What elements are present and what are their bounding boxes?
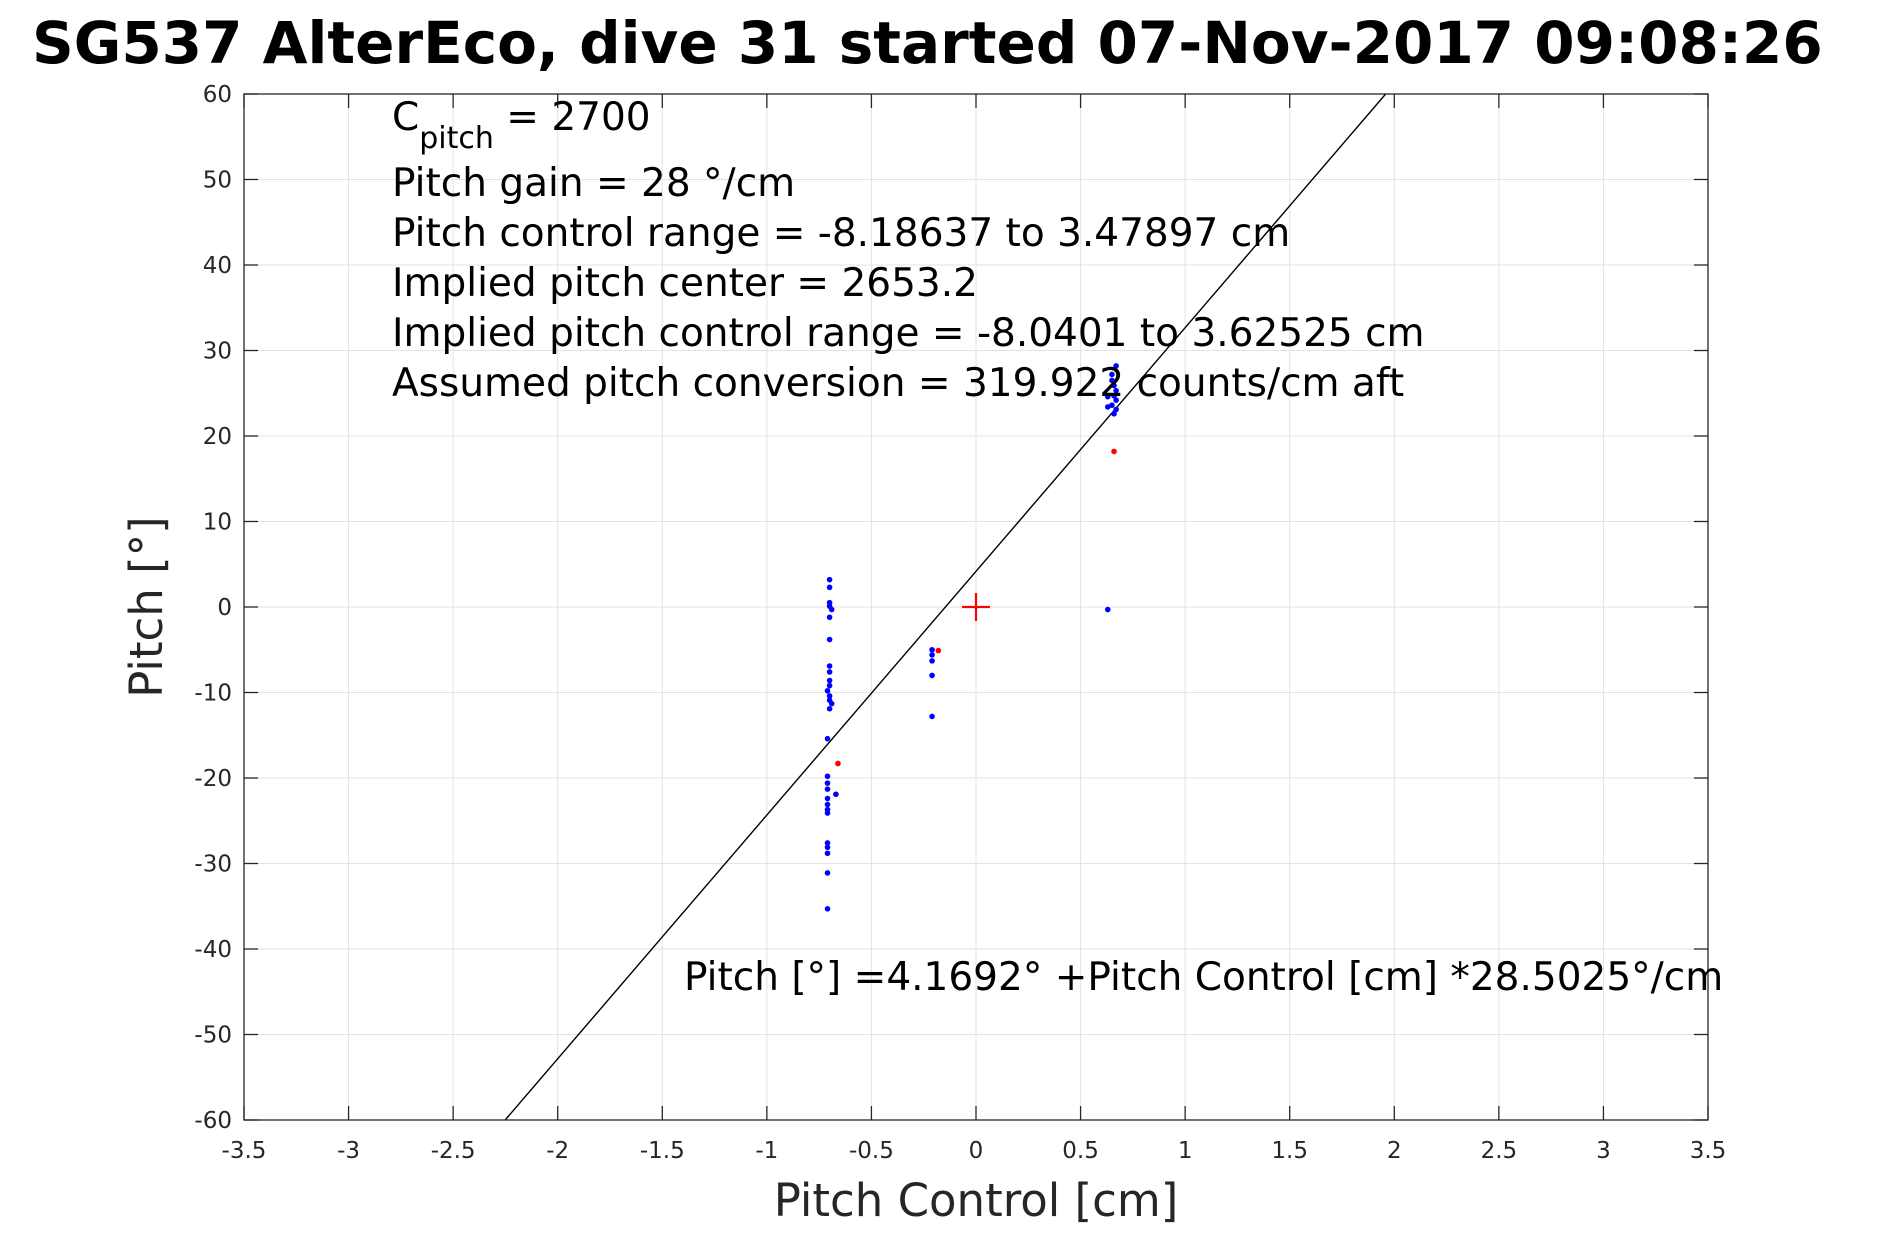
- data-point: [833, 791, 839, 798]
- data-point: [826, 705, 833, 712]
- fit-equation-label: Pitch [°] =4.1692° +Pitch Control [cm] *…: [684, 955, 1723, 1000]
- data-point: [824, 850, 831, 857]
- x-tick-label: 3.5: [1690, 1138, 1727, 1164]
- data-point: [826, 677, 833, 684]
- x-tick-label: 1: [1178, 1138, 1193, 1164]
- data-point: [1104, 393, 1111, 400]
- data-point: [826, 614, 833, 621]
- data-point: [824, 810, 831, 816]
- data-point: [1113, 387, 1119, 394]
- data-point: [929, 658, 935, 664]
- data-points-layer: [824, 363, 1119, 912]
- fit-line-layer: [504, 93, 1387, 1121]
- data-point: [824, 844, 831, 851]
- y-tick-labels: -60 -50 -40 -30 -20 -10 0 10 20 30 40 50 60: [194, 82, 232, 1134]
- data-point: [1109, 371, 1115, 378]
- annotation-assumed-pitch-conversion: Assumed pitch conversion = 319.922 count…: [392, 361, 1404, 406]
- data-point: [1109, 377, 1115, 384]
- x-tick-label: 0: [969, 1138, 984, 1164]
- data-point: [826, 584, 833, 591]
- data-point: [1111, 393, 1117, 399]
- y-tick-label: -50: [194, 1023, 232, 1049]
- data-point: [929, 652, 935, 658]
- y-tick-label: -10: [194, 681, 232, 707]
- c-pitch-subscript: pitch: [419, 121, 494, 156]
- data-point: [824, 786, 831, 792]
- data-point: [1111, 382, 1117, 389]
- data-point: [1111, 410, 1117, 417]
- data-point: [826, 693, 833, 699]
- y-axis-label: Pitch [°]: [120, 516, 173, 697]
- data-point: [824, 773, 831, 780]
- y-tick-label: 40: [203, 253, 232, 279]
- data-point: [824, 801, 831, 808]
- chart-title: SG537 AlterEco, dive 31 started 07-Nov-2…: [32, 9, 1823, 77]
- data-point: [835, 760, 841, 767]
- x-axis-label: Pitch Control [cm]: [774, 1174, 1179, 1227]
- x-tick-label: -1: [755, 1138, 778, 1164]
- x-tick-label: -0.5: [849, 1138, 894, 1164]
- data-point: [1104, 404, 1111, 410]
- y-tick-label: -60: [194, 1108, 232, 1134]
- data-point: [826, 682, 833, 689]
- data-point: [935, 647, 942, 654]
- data-point: [824, 687, 831, 694]
- data-point: [826, 576, 833, 583]
- data-point: [826, 669, 833, 675]
- y-tick-label: 60: [203, 82, 232, 108]
- annotation-pitch-gain: Pitch gain = 28 °/cm: [392, 161, 795, 206]
- tick-layer: [243, 93, 1709, 1121]
- data-point: [824, 795, 831, 802]
- annotation-block: Cpitch = 2700 Pitch gain = 28 °/cm Pitch…: [392, 95, 1425, 406]
- data-point: [1109, 402, 1115, 409]
- data-point: [1104, 606, 1111, 613]
- fit-line: [504, 93, 1387, 1121]
- y-tick-label: 10: [203, 510, 232, 536]
- data-point: [824, 780, 831, 786]
- y-tick-label: -30: [194, 852, 232, 878]
- data-point: [929, 672, 935, 679]
- x-tick-label: 2.5: [1481, 1138, 1518, 1164]
- y-tick-label: 50: [203, 168, 232, 194]
- data-point: [824, 870, 831, 876]
- x-tick-label: -2.5: [431, 1138, 476, 1164]
- center-marker-layer: [962, 593, 990, 621]
- data-point: [828, 606, 835, 613]
- y-tick-label: 20: [203, 424, 232, 450]
- annotation-implied-pitch-control-range: Implied pitch control range = -8.0401 to…: [392, 311, 1425, 356]
- x-tick-labels: -3.5 -3 -2.5 -2 -1.5 -1 -0.5 0 0.5 1 1.5 2 2.5 3 3.5: [222, 1138, 1727, 1164]
- x-tick-label: 0.5: [1062, 1138, 1099, 1164]
- data-point: [828, 700, 835, 707]
- annotation-c-pitch: Cpitch = 2700: [392, 95, 651, 156]
- y-tick-label: -20: [194, 766, 232, 792]
- x-tick-label: -3: [337, 1138, 360, 1164]
- data-point: [824, 840, 831, 846]
- x-tick-label: 2: [1387, 1138, 1402, 1164]
- annotation-implied-pitch-center: Implied pitch center = 2653.2: [392, 261, 978, 306]
- data-point: [1113, 406, 1119, 413]
- x-tick-label: 1.5: [1271, 1138, 1308, 1164]
- y-tick-label: -40: [194, 937, 232, 963]
- data-point: [1113, 397, 1119, 403]
- y-tick-label: 0: [217, 595, 232, 621]
- c-pitch-value: = 2700: [494, 95, 651, 140]
- x-tick-label: -3.5: [222, 1138, 267, 1164]
- data-point: [929, 713, 935, 720]
- data-point: [1111, 448, 1117, 455]
- data-point: [824, 906, 831, 912]
- data-point: [826, 636, 833, 643]
- x-tick-label: -2: [546, 1138, 569, 1164]
- c-pitch-symbol: C: [392, 95, 419, 140]
- annotation-pitch-control-range: Pitch control range = -8.18637 to 3.4789…: [392, 211, 1290, 256]
- data-point: [929, 646, 935, 653]
- x-tick-label: -1.5: [640, 1138, 685, 1164]
- data-point: [826, 663, 833, 669]
- y-tick-label: 30: [203, 339, 232, 365]
- data-point: [1113, 363, 1119, 369]
- x-tick-label: 3: [1596, 1138, 1611, 1164]
- data-point: [824, 735, 831, 742]
